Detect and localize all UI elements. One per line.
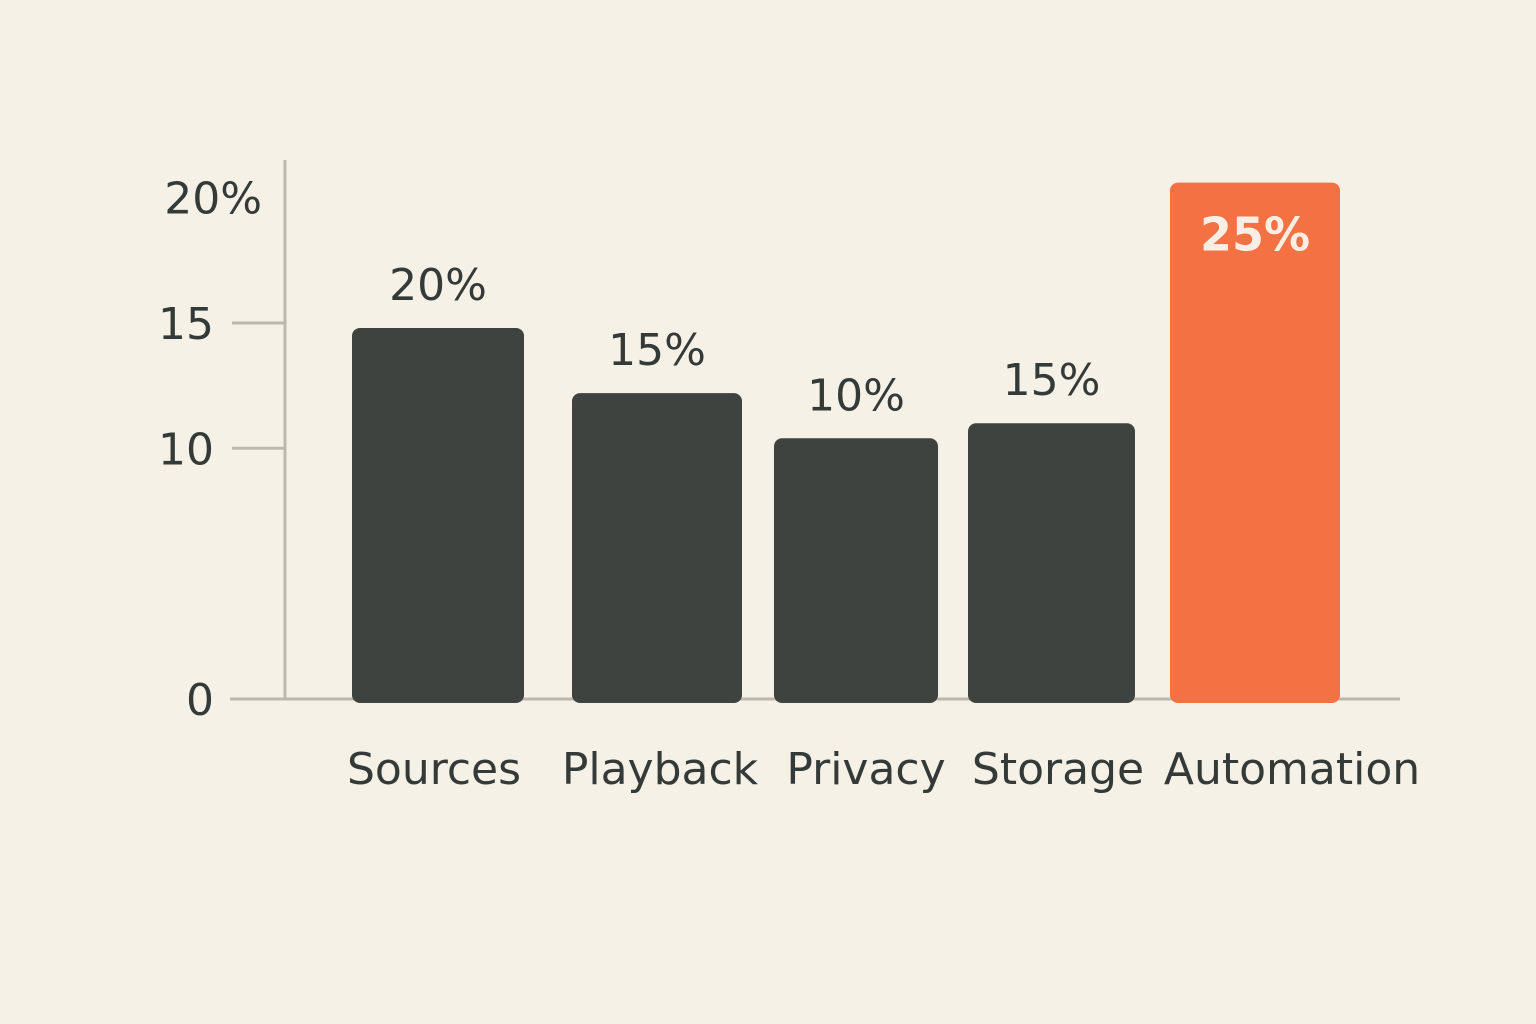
category-label-storage: Storage <box>972 744 1144 795</box>
y-tick-label: 15 <box>158 299 214 350</box>
category-label-playback: Playback <box>562 744 759 795</box>
value-label-sources: 20% <box>389 260 487 311</box>
category-label-automation: Automation <box>1164 744 1420 795</box>
category-label-sources: Sources <box>347 744 521 795</box>
y-tick-label: 10 <box>158 424 214 475</box>
value-label-automation: 25% <box>1200 208 1310 262</box>
bars <box>352 182 1340 703</box>
bar-automation <box>1170 182 1340 703</box>
value-label-storage: 15% <box>1003 355 1101 406</box>
bar-playback <box>572 393 742 703</box>
y-tick-label: 0 <box>186 675 214 726</box>
value-label-playback: 15% <box>608 325 706 376</box>
labels: 20% Sources 15% Playback 10% Privacy 15% Storag… <box>347 208 1420 795</box>
bar-sources <box>352 327 524 703</box>
bar-privacy <box>774 438 938 703</box>
category-label-privacy: Privacy <box>786 744 945 795</box>
value-label-privacy: 10% <box>807 370 905 421</box>
y-tick-label: 20% <box>164 174 262 225</box>
bar-storage <box>968 423 1135 703</box>
